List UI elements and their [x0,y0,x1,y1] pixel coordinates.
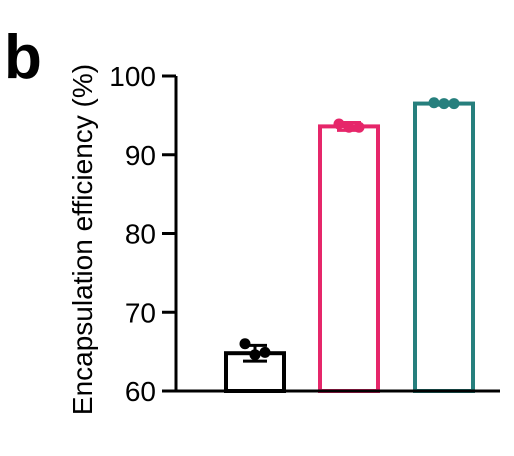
bar-group-2 [318,118,380,394]
panel-label: b [4,23,42,92]
data-point-3-3 [448,98,460,110]
y-tick-label-100: 100 [109,61,156,92]
axes [174,76,500,393]
bar-group-1 [224,338,286,394]
bar-group-3 [413,97,475,393]
data-point-2-1 [333,118,345,130]
data-point-2-3 [353,121,365,133]
bars [224,97,475,394]
bar-3 [413,101,475,393]
y-tick-label-70: 70 [125,297,156,328]
y-axis-ticks: 60 70 80 90 100 [109,61,176,407]
y-tick-label-80: 80 [125,219,156,250]
bar-2 [318,124,380,394]
y-tick-label-60: 60 [125,376,156,407]
data-point-1-3 [259,346,271,358]
data-point-3-1 [428,97,440,109]
y-axis-label: Encapsulation efficiency (%) [67,64,98,415]
data-point-3-2 [438,98,450,110]
data-point-1-1 [239,338,251,350]
data-point-2-2 [343,121,355,133]
data-point-1-2 [249,349,261,361]
y-tick-label-90: 90 [125,140,156,171]
